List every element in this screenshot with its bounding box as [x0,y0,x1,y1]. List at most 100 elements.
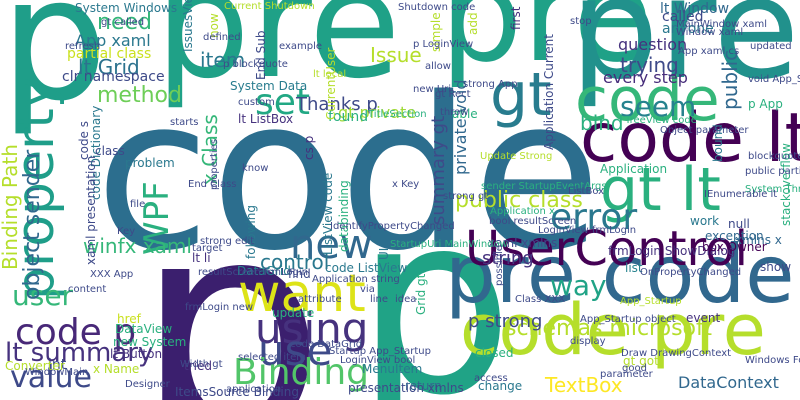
cloud-word: add [466,12,480,35]
cloud-word: allow [425,61,451,72]
cloud-word: Application x [490,206,555,217]
cloud-word: UserControl [465,221,748,277]
cloud-word: gt private [338,103,417,122]
cloud-word: strong App [463,79,518,90]
cloud-word: find [288,267,311,281]
cloud-word: seem [620,90,697,123]
cloud-word: code [575,65,720,135]
cloud-word: IEnumerable lt [704,189,778,200]
cloud-word: Object parameter [660,125,749,136]
cloud-word: XXX App [90,269,134,280]
cloud-word: lt local [313,69,347,80]
cloud-word: gt got [623,354,659,368]
cloud-word: exception [705,229,764,243]
cloud-word: example [279,41,323,52]
cloud-word: p App [748,97,783,111]
cloud-word: p LoginView [413,39,474,50]
cloud-word: presentation xmlns [348,381,464,395]
cloud-word: first [509,6,523,30]
cloud-word: bool resultScreen [489,216,577,227]
cloud-word: lt summary [5,338,154,368]
cloud-word: display [570,336,606,347]
cloud-word: LoginView bool [340,355,416,366]
cloud-word: item [200,48,246,72]
cloud-word: End Class [188,179,237,190]
cloud-word: called [662,9,704,25]
cloud-word: value [10,360,92,395]
cloud-word: DataGrid [237,264,291,278]
cloud-word: control [260,250,330,274]
cloud-word: use [258,326,333,375]
cloud-word: xmlns x [735,233,782,247]
cloud-word: custom [238,97,275,108]
cloud-word: blockquote p [748,151,800,162]
cloud-word: p [135,155,326,400]
cloud-word: p [355,159,514,400]
cloud-word: End Sub [254,30,268,80]
cloud-word: good [622,363,647,374]
cloud-word: application [226,384,282,395]
cloud-word: System Windows [75,1,178,15]
cloud-word: x Key [392,179,420,190]
cloud-word: clr namespace [62,69,165,85]
cloud-word: tried [184,359,212,373]
cloud-word: CurrentUser [324,47,338,120]
cloud-word: gt lt [600,155,721,225]
cloud-word: cs p [302,135,316,160]
cloud-word: Converter [5,359,65,373]
cloud-word: winfx xaml [83,234,192,258]
cloud-word: access [474,373,508,384]
cloud-word: set [255,82,311,123]
cloud-word: able [452,107,478,121]
cloud-word: need [97,10,152,35]
cloud-word: know [242,163,269,174]
cloud-word: Designer [125,379,170,390]
cloud-word: lt li [192,251,211,265]
cloud-word: x Name [93,362,140,376]
cloud-word: System Data [230,79,308,93]
cloud-word: idea [395,294,417,305]
cloud-word: LoginView frmLogin [538,225,637,236]
cloud-word: show [760,260,792,274]
cloud-word: pre [155,0,401,112]
cloud-word: file [130,199,146,210]
cloud-word: user [12,279,74,312]
cloud-word: App xaml cs [678,46,740,57]
cloud-word: properties [209,138,220,190]
cloud-word: sender StartupEventArgs [481,181,607,192]
cloud-word: stop [570,16,592,27]
cloud-word: OnPropertyChanged [640,267,742,278]
cloud-word: attribute [298,294,342,305]
cloud-word: MainWindow xaml [676,19,768,30]
cloud-word: box Owner [702,240,767,254]
cloud-word: updated [750,41,792,52]
cloud-word: new Uri [413,84,452,95]
cloud-word: public [718,49,742,110]
cloud-word: App_Startup object [580,314,676,325]
cloud-word: Update Strong [480,151,553,162]
cloud-word: new [290,222,373,268]
cloud-word: TextBox [545,373,623,397]
cloud-word: anyone [662,21,714,37]
cloud-word: WindowMain [25,367,89,378]
cloud-word: found [328,109,369,125]
cloud-word: work [690,214,720,228]
cloud-word: schemas microsoft [505,316,712,341]
cloud-word: Application Current [542,34,556,150]
cloud-word: Application [600,162,668,176]
cloud-word: want [238,264,366,324]
cloud-word: code ListView [325,261,408,275]
cloud-word: closed [475,346,514,360]
cloud-word: Current Shutdown [224,1,315,12]
cloud-word: Binding Path [0,144,22,270]
cloud-word: p [0,0,108,139]
cloud-word: selected item [238,352,306,363]
cloud-word: code pre [460,289,766,371]
cloud-word: p strong [468,311,543,332]
cloud-word: string [482,248,534,269]
cloud-word: gt called [101,17,145,28]
cloud-word: p blockquote [223,59,288,70]
cloud-word: parameter [600,369,653,380]
cloud-word: TitleSection [368,109,427,120]
cloud-word: Draw DrawingContext [621,348,732,359]
